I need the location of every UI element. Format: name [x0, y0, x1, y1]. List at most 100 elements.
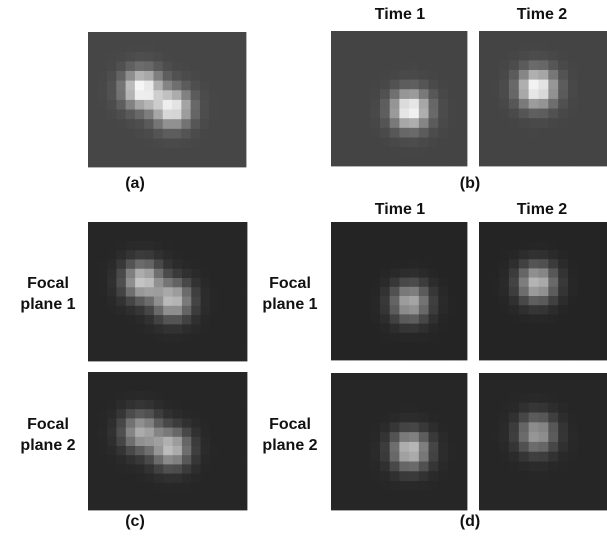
- pixel: [508, 50, 519, 61]
- pixel: [153, 222, 164, 232]
- pixel: [350, 222, 361, 232]
- pixel: [134, 427, 145, 437]
- pixel: [557, 258, 569, 269]
- pixel: [106, 157, 117, 168]
- pixel: [340, 461, 351, 472]
- pixel: [144, 427, 154, 437]
- pixel: [227, 41, 238, 52]
- pixel: [488, 490, 500, 501]
- pixel: [447, 31, 458, 42]
- pixel: [508, 127, 519, 138]
- pixel: [218, 427, 229, 437]
- pixel: [97, 372, 108, 382]
- pixel: [428, 441, 439, 452]
- pixel: [88, 128, 98, 139]
- pixel: [134, 372, 145, 382]
- pixel: [508, 277, 519, 287]
- pixel: [428, 314, 439, 324]
- pixel: [379, 451, 390, 462]
- pixel: [172, 427, 182, 437]
- pixel: [538, 286, 549, 296]
- pixel: [172, 454, 182, 465]
- pixel: [162, 231, 173, 241]
- pixel: [172, 231, 182, 241]
- pixel: [437, 117, 448, 128]
- pixel: [172, 314, 182, 325]
- pixel: [162, 138, 173, 149]
- pixel: [577, 392, 588, 403]
- pixel: [479, 137, 490, 148]
- pixel: [162, 51, 173, 62]
- pixel: [528, 500, 539, 511]
- pixel: [488, 258, 500, 269]
- pixel: [144, 390, 154, 400]
- pixel: [115, 138, 126, 149]
- pixel: [116, 277, 126, 288]
- pixel: [106, 342, 117, 353]
- pixel: [597, 314, 607, 324]
- pixel: [538, 332, 549, 342]
- pixel: [218, 41, 228, 52]
- pixel: [437, 156, 448, 167]
- pixel: [457, 277, 468, 287]
- pixel: [181, 399, 192, 410]
- pixel: [447, 79, 458, 90]
- pixel: [437, 421, 448, 433]
- pixel: [369, 490, 380, 501]
- pixel: [144, 342, 154, 353]
- pixel: [144, 381, 154, 391]
- pixel: [428, 323, 439, 333]
- pixel: [144, 277, 154, 288]
- pixel: [518, 137, 529, 148]
- pixel: [437, 332, 448, 342]
- pixel: [488, 50, 500, 61]
- pixel: [577, 402, 588, 413]
- pixel: [144, 408, 154, 419]
- pixel: [200, 314, 210, 325]
- pixel: [350, 480, 361, 491]
- pixel: [180, 118, 191, 129]
- pixel: [172, 342, 182, 353]
- pixel: [408, 268, 419, 278]
- pixel: [125, 491, 136, 502]
- pixel: [597, 350, 607, 361]
- pixel: [106, 314, 117, 325]
- pixel: [218, 157, 228, 168]
- pixel: [134, 277, 145, 288]
- pixel: [228, 408, 239, 419]
- pixel: [97, 296, 108, 306]
- pixel: [428, 137, 439, 148]
- pixel: [134, 231, 145, 241]
- pixel: [379, 323, 390, 333]
- pixel: [190, 464, 201, 474]
- pixel: [577, 332, 588, 342]
- panel-label: (c): [125, 513, 145, 530]
- pixel: [172, 305, 182, 316]
- pixel: [331, 98, 342, 109]
- pixel: [379, 79, 390, 90]
- pixel: [577, 412, 588, 423]
- pixel: [408, 332, 419, 342]
- pixel: [369, 268, 380, 278]
- pixel: [88, 399, 98, 410]
- pixel: [340, 490, 351, 501]
- pixel: [237, 408, 248, 419]
- pixel: [479, 323, 490, 333]
- pixel: [498, 222, 509, 232]
- pixel: [106, 80, 117, 91]
- pixel: [153, 128, 163, 139]
- pixel: [567, 314, 578, 324]
- pixel: [399, 470, 410, 482]
- pixel: [518, 249, 529, 260]
- pixel: [190, 296, 201, 306]
- pixel: [180, 138, 191, 149]
- pixel: [518, 490, 529, 501]
- pixel: [547, 323, 559, 333]
- pixel: [106, 333, 117, 343]
- pixel: [498, 79, 509, 90]
- pixel: [97, 109, 107, 120]
- pixel: [340, 323, 351, 333]
- pixel: [116, 268, 126, 278]
- pixel: [389, 392, 400, 403]
